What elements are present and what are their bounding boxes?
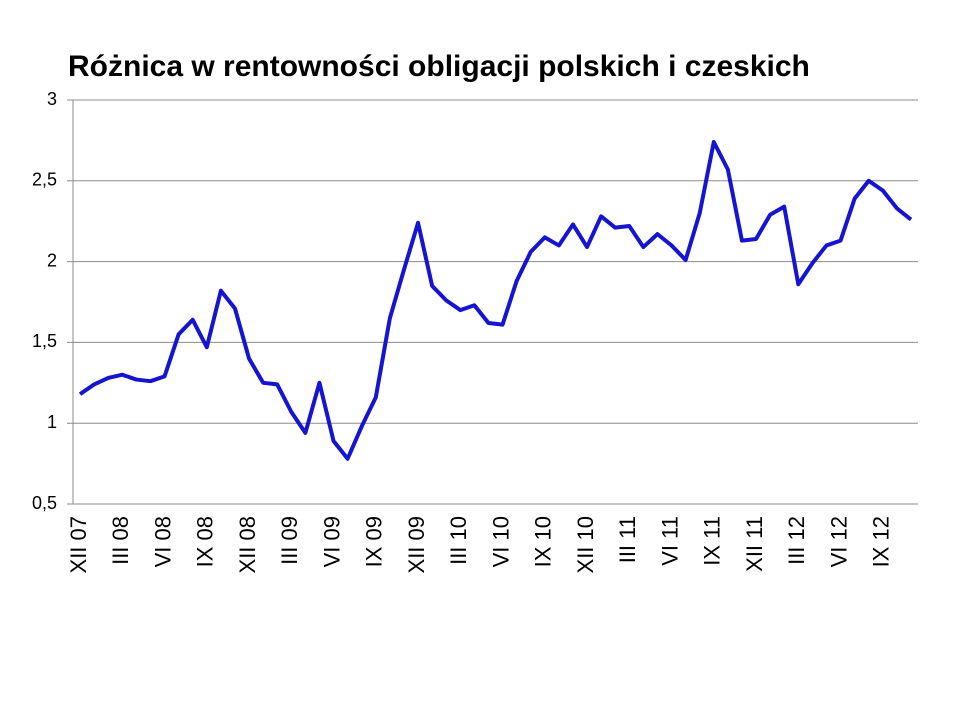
y-tick-label: 2 bbox=[47, 250, 57, 270]
x-tick-label: IX 09 bbox=[362, 516, 387, 567]
chart-title: Różnica w rentowności obligacji polskich… bbox=[68, 50, 810, 83]
data-line bbox=[78, 140, 913, 461]
x-tick-label: III 10 bbox=[446, 516, 471, 565]
y-tick-label: 1,5 bbox=[32, 331, 57, 351]
x-tick-label: VI 12 bbox=[826, 516, 851, 567]
x-tick-label: XII 10 bbox=[573, 516, 598, 573]
x-tick-label: IX 11 bbox=[700, 516, 725, 566]
y-tick-label: 3 bbox=[47, 89, 57, 109]
x-tick-label: VI 11 bbox=[657, 516, 682, 566]
x-tick-label: VI 09 bbox=[319, 516, 344, 567]
x-tick-label: VI 10 bbox=[488, 516, 513, 567]
x-tick-label: VI 08 bbox=[150, 516, 175, 567]
x-tick-label: III 09 bbox=[277, 516, 302, 565]
x-tick-label: XII 08 bbox=[235, 516, 260, 573]
x-tick-label: XII 11 bbox=[742, 516, 767, 572]
x-tick-label: III 11 bbox=[615, 516, 640, 563]
y-tick-label: 1 bbox=[47, 412, 57, 432]
x-tick-label: III 08 bbox=[108, 516, 133, 565]
y-tick-label: 0,5 bbox=[32, 493, 57, 513]
x-tick-label: IX 12 bbox=[869, 516, 894, 567]
x-tick-label: IX 08 bbox=[193, 516, 218, 567]
x-tick-label: XII 07 bbox=[66, 516, 91, 573]
y-tick-label: 2,5 bbox=[32, 170, 57, 190]
x-tick-label: XII 09 bbox=[404, 516, 429, 573]
x-tick-label: III 12 bbox=[784, 516, 809, 565]
x-tick-label: IX 10 bbox=[531, 516, 556, 567]
